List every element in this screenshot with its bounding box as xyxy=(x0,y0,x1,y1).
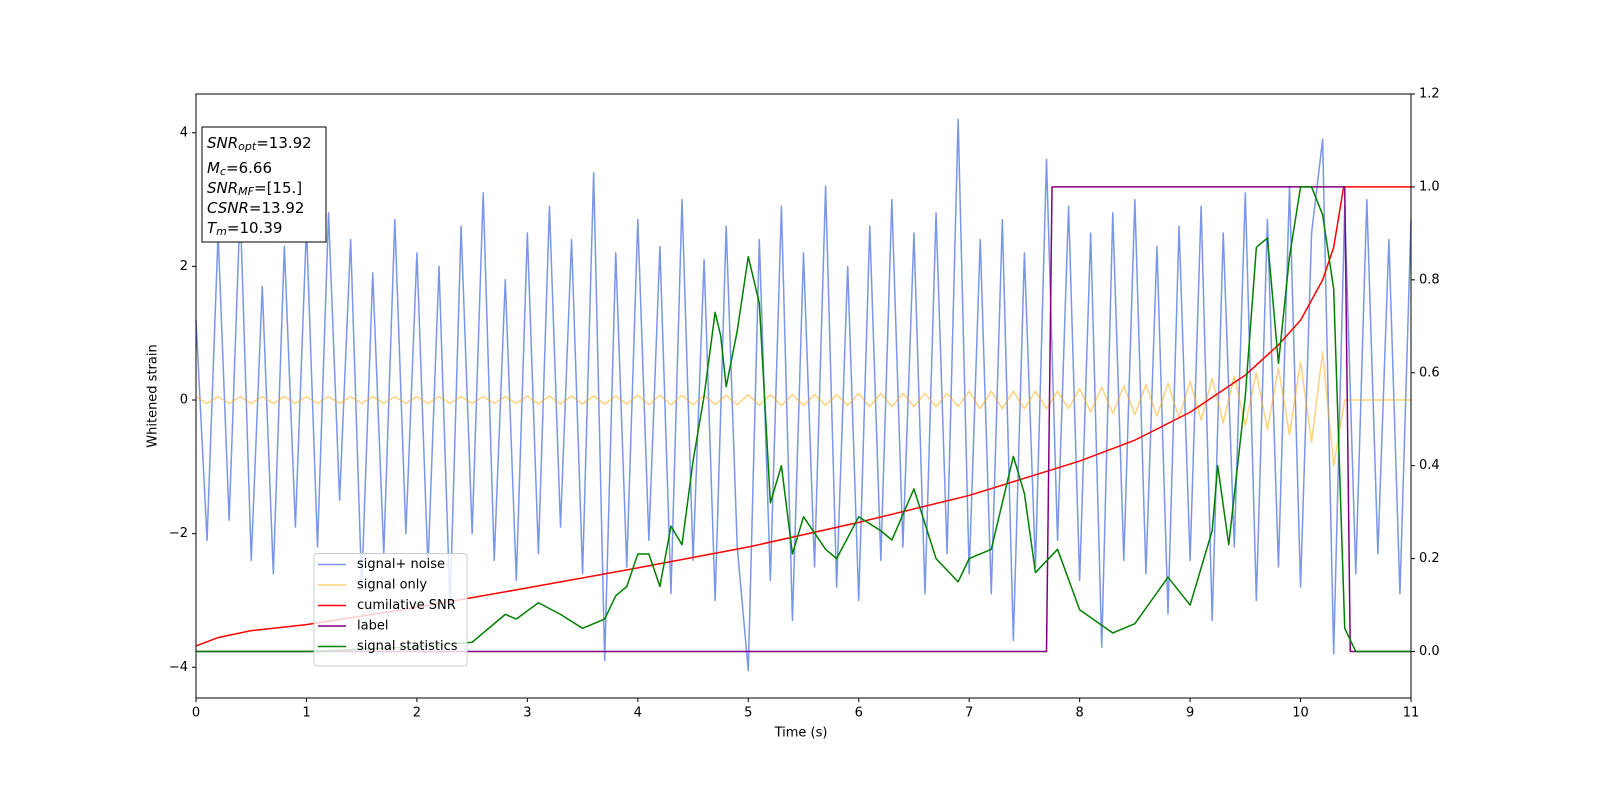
annotation-line: Mc=6.66 xyxy=(207,159,272,179)
series-line xyxy=(196,186,1411,653)
x-tick-label: 10 xyxy=(1292,706,1309,721)
x-axis-label: Time (s) xyxy=(774,726,828,741)
annotation-value: =[15.] xyxy=(254,179,302,197)
annotation-value: =13.92 xyxy=(256,134,312,152)
annotation-name: SNR xyxy=(207,179,238,197)
y2-tick-label: 0.4 xyxy=(1419,458,1440,473)
annotation-value: =10.39 xyxy=(227,219,283,237)
y-tick-label: 0 xyxy=(180,393,188,408)
y-tick-label: 2 xyxy=(180,259,188,274)
y-tick-label: 4 xyxy=(180,125,188,140)
annotation-name: T xyxy=(207,219,218,237)
axes-frame xyxy=(195,93,1412,699)
y-axis-label: Whitened strain xyxy=(146,344,161,447)
annotation-line: Tm=10.39 xyxy=(207,219,282,239)
y-tick-label: −4 xyxy=(169,660,188,675)
legend-label: signal only xyxy=(357,578,427,593)
y2-tick-label: 1.0 xyxy=(1419,179,1440,194)
legend-label: cumilative SNR xyxy=(357,598,456,613)
x-tick-label: 6 xyxy=(855,706,863,721)
y2-tick-label: 1.2 xyxy=(1419,87,1440,102)
annotation-line: SNRMF=[15.] xyxy=(207,179,302,199)
x-tick-label: 5 xyxy=(744,706,752,721)
annotation-name: CSNR xyxy=(207,199,249,217)
annotation-sub: m xyxy=(216,225,227,238)
y-tick-label: −2 xyxy=(169,526,188,541)
legend-label: label xyxy=(357,619,388,634)
y2-tick-label: 0.0 xyxy=(1419,644,1440,659)
annotation-name: M xyxy=(207,159,220,177)
x-tick-label: 7 xyxy=(965,706,973,721)
y2-tick-label: 0.6 xyxy=(1419,365,1440,380)
annotation-name: SNR xyxy=(207,134,238,152)
legend-label: signal+ noise xyxy=(357,557,445,572)
series-line xyxy=(195,351,1411,467)
annotation-sub: opt xyxy=(238,140,257,153)
annotation-line: CSNR=13.92 xyxy=(207,199,304,217)
series-line xyxy=(195,118,1412,672)
x-tick-label: 8 xyxy=(1075,706,1083,721)
x-tick-label: 2 xyxy=(413,706,421,721)
annotation-sub: MF xyxy=(238,185,254,198)
x-tick-label: 4 xyxy=(634,706,642,721)
annotation-value: =13.92 xyxy=(249,199,305,217)
annotation-box: SNRopt=13.92Mc=6.66SNRMF=[15.]CSNR=13.92… xyxy=(201,126,327,243)
legend-frame xyxy=(313,553,468,667)
annotation-line: SNRopt=13.92 xyxy=(207,134,312,154)
x-tick-label: 0 xyxy=(192,706,200,721)
annotation-frame xyxy=(201,126,327,243)
annotation-sub: c xyxy=(220,165,226,178)
legend-label: signal statistics xyxy=(357,639,458,654)
x-tick-label: 3 xyxy=(523,706,531,721)
annotation-value: =6.66 xyxy=(226,159,272,177)
x-tick-label: 9 xyxy=(1186,706,1194,721)
y2-tick-label: 0.2 xyxy=(1419,551,1440,566)
x-tick-label: 11 xyxy=(1403,706,1420,721)
x-tick-label: 1 xyxy=(302,706,310,721)
legend: signal+ noise signal only cumilative SNR la… xyxy=(313,553,468,667)
y2-tick-label: 0.8 xyxy=(1419,272,1440,287)
